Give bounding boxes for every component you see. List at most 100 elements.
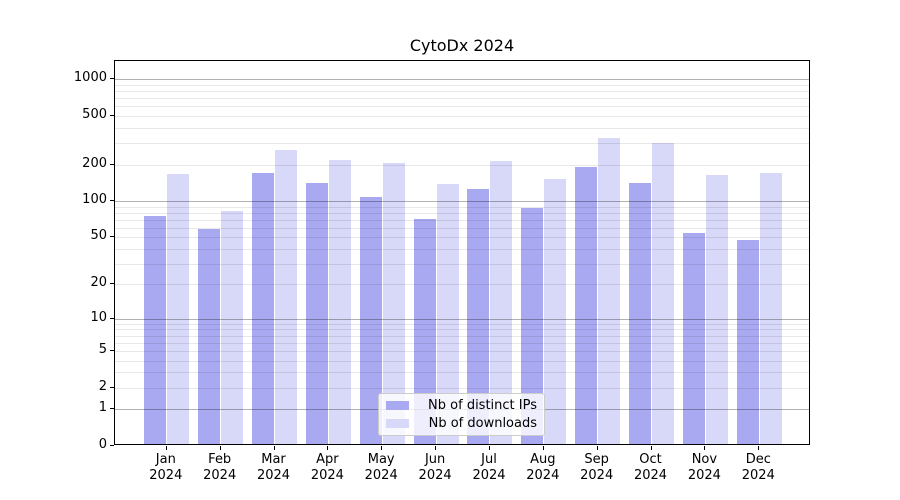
x-tick-mark xyxy=(650,446,652,450)
x-tick-label: Nov 2024 xyxy=(687,452,721,483)
y-tick-mark xyxy=(110,236,114,238)
x-tick-mark xyxy=(489,446,490,450)
minor-gridline xyxy=(115,329,809,331)
bar-nb-of-downloads-apr xyxy=(328,159,351,444)
x-tick-mark xyxy=(435,446,437,450)
legend-item: Nb of distinct IPs xyxy=(386,398,537,413)
minor-gridline xyxy=(115,164,809,166)
y-tick-mark xyxy=(110,386,114,388)
y-tick-mark xyxy=(110,445,114,446)
plot-area xyxy=(114,60,810,445)
x-tick-mark xyxy=(273,446,275,450)
legend-item: Nb of downloads xyxy=(386,416,537,431)
minor-gridline xyxy=(115,263,809,265)
legend-swatch-icon xyxy=(386,419,409,428)
minor-gridline xyxy=(115,91,809,93)
y-tick-label: 2 xyxy=(98,378,107,394)
major-gridline xyxy=(115,318,809,320)
bar-nb-of-downloads-mar xyxy=(275,149,298,444)
minor-gridline xyxy=(115,237,809,239)
bar-nb-of-downloads-feb xyxy=(221,210,244,444)
y-tick-label: 500 xyxy=(82,107,107,122)
bar-nb-of-downloads-oct xyxy=(652,143,675,444)
y-tick-mark xyxy=(110,200,114,201)
x-tick-label: Feb 2024 xyxy=(203,452,237,483)
minor-gridline xyxy=(115,350,809,352)
minor-gridline xyxy=(115,335,809,337)
bar-nb-of-distinct-ips-jan xyxy=(144,216,167,444)
bar-nb-of-distinct-ips-oct xyxy=(629,182,652,444)
bar-nb-of-downloads-nov xyxy=(705,175,728,444)
major-gridline xyxy=(115,201,809,202)
x-tick-mark xyxy=(542,446,544,450)
y-tick-mark xyxy=(110,163,114,165)
bars-layer xyxy=(115,61,809,444)
y-tick-mark xyxy=(110,349,114,351)
y-tick-label: 200 xyxy=(82,155,107,171)
y-tick-mark xyxy=(110,283,114,285)
x-tick-label: Sep 2024 xyxy=(580,452,614,483)
y-tick-label: 1000 xyxy=(73,70,107,86)
minor-gridline xyxy=(115,98,809,100)
legend: Nb of distinct IPs Nb of downloads xyxy=(378,393,545,436)
minor-gridline xyxy=(115,219,809,221)
x-tick-mark xyxy=(165,446,167,450)
y-tick-label: 5 xyxy=(98,341,107,357)
minor-gridline xyxy=(115,284,809,286)
minor-gridline xyxy=(115,206,809,208)
bar-nb-of-downloads-sep xyxy=(598,138,621,444)
x-tick-label: Oct 2024 xyxy=(633,452,668,483)
y-tick-label: 1 xyxy=(98,400,107,416)
x-tick-label: Aug 2024 xyxy=(526,452,560,483)
legend-swatch-icon xyxy=(386,401,409,410)
minor-gridline xyxy=(115,127,809,129)
x-tick-mark xyxy=(381,446,383,450)
x-tick-label: Jan 2024 xyxy=(149,452,183,483)
x-tick-mark xyxy=(219,446,221,450)
chart-title: CytoDx 2024 xyxy=(409,36,515,55)
y-tick-mark xyxy=(110,115,114,116)
minor-gridline xyxy=(115,84,809,86)
minor-gridline xyxy=(115,106,809,108)
bar-nb-of-downloads-dec xyxy=(759,172,782,444)
major-gridline xyxy=(115,79,809,81)
bar-nb-of-distinct-ips-mar xyxy=(252,173,275,444)
bar-nb-of-distinct-ips-apr xyxy=(305,182,328,444)
x-tick-mark xyxy=(758,446,760,450)
bar-nb-of-distinct-ips-sep xyxy=(575,166,598,444)
x-tick-label: May 2024 xyxy=(364,452,398,483)
x-tick-mark xyxy=(327,446,329,450)
minor-gridline xyxy=(115,248,809,250)
y-tick-label: 20 xyxy=(90,275,107,291)
legend-label: Nb of distinct IPs xyxy=(428,398,537,413)
x-tick-label: Dec 2024 xyxy=(741,452,775,483)
minor-gridline xyxy=(115,360,809,362)
y-tick-label: 50 xyxy=(90,228,107,244)
x-tick-label: Mar 2024 xyxy=(256,452,291,483)
minor-gridline xyxy=(115,212,809,214)
bar-nb-of-distinct-ips-dec xyxy=(736,239,759,444)
y-tick-mark xyxy=(110,78,114,80)
x-tick-mark xyxy=(704,446,706,450)
bar-nb-of-distinct-ips-feb xyxy=(198,229,221,444)
x-tick-mark xyxy=(596,446,598,450)
x-tick-label: Apr 2024 xyxy=(310,452,344,483)
gridlines xyxy=(115,61,809,444)
y-tick-label: 10 xyxy=(90,309,107,325)
bar-nb-of-downloads-aug xyxy=(544,178,567,444)
y-tick-mark xyxy=(110,408,114,410)
x-tick-label: Jul 2024 xyxy=(472,452,506,483)
minor-gridline xyxy=(115,372,809,374)
minor-gridline xyxy=(115,387,809,389)
y-tick-label: 0 xyxy=(98,437,107,452)
minor-gridline xyxy=(115,116,809,117)
minor-gridline xyxy=(115,323,809,325)
legend-label: Nb of downloads xyxy=(428,416,537,431)
minor-gridline xyxy=(115,342,809,344)
minor-gridline xyxy=(115,227,809,229)
y-tick-mark xyxy=(110,317,114,319)
bar-nb-of-distinct-ips-nov xyxy=(682,233,705,444)
x-tick-label: Jun 2024 xyxy=(418,452,452,483)
y-tick-label: 100 xyxy=(82,192,107,207)
